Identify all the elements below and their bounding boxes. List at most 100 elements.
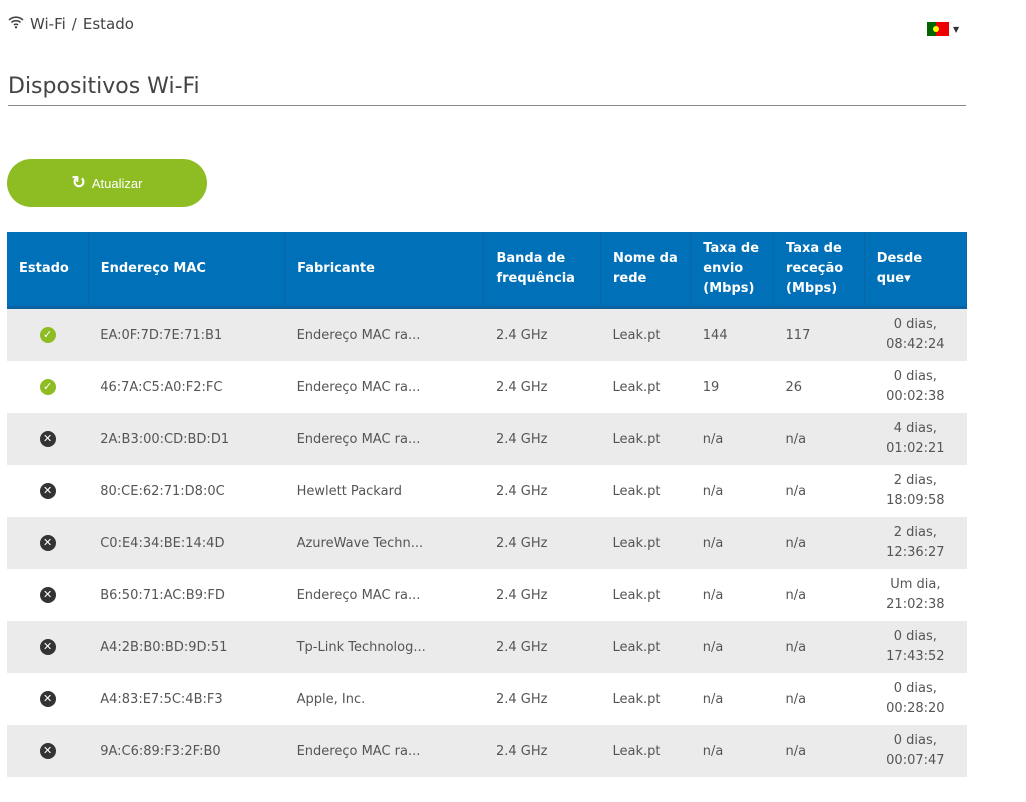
mac-cell: 80:CE:62:71:D8:0C (100, 483, 225, 499)
language-selector[interactable]: ▼ (927, 22, 959, 36)
since-days: 0 dias, (893, 629, 937, 644)
x-circle-icon: ✕ (39, 691, 56, 707)
check-circle-icon: ✓ (39, 327, 56, 343)
since-days: 4 dias, (893, 421, 937, 436)
table-row: ✕ 2A:B3:00:CD:BD:D1 Endereço MAC ra... 2.4 … (7, 413, 967, 465)
since-cell: 0 dias, 17:43:52 (864, 621, 967, 673)
refresh-button[interactable]: ↻ Atualizar (7, 159, 207, 207)
network-cell: Leak.pt (600, 413, 691, 465)
vendor-cell: Apple, Inc. (296, 691, 366, 707)
vendor-cell: Endereço MAC ra... (284, 725, 484, 777)
tx-cell: 144 (690, 307, 774, 361)
since-days: 2 dias, (893, 525, 937, 540)
vendor-cell: Tp-Link Technolog... (284, 621, 484, 673)
column-header[interactable]: Taxa de envio (Mbps) (690, 232, 775, 309)
mac-cell: A4:2B:B0:BD:9D:51 (88, 621, 285, 673)
tx-cell: n/a (690, 413, 774, 465)
x-circle-icon: ✕ (39, 535, 56, 551)
since-days: 0 dias, (893, 681, 937, 696)
mac-cell: 46:7A:C5:A0:F2:FC (100, 379, 223, 395)
band-cell: 2.4 GHz (495, 379, 548, 395)
table-row: ✕ 80:CE:62:71:D8:0C Hewlett Packard 2.4 GHz… (7, 465, 967, 517)
since-time: 17:43:52 (886, 649, 945, 664)
rx-cell: 117 (773, 307, 865, 361)
column-header-label: Estado (19, 261, 69, 276)
column-header[interactable]: Taxa de receção (Mbps) (773, 232, 865, 309)
mac-cell: 9A:C6:89:F3:2F:B0 (88, 725, 285, 777)
rx-cell: n/a (773, 517, 865, 569)
since-days: 0 dias, (893, 733, 937, 748)
refresh-icon: ↻ (71, 173, 86, 192)
column-header[interactable]: Endereço MAC (88, 232, 286, 309)
column-header-label: Banda de frequência (496, 251, 575, 286)
caret-down-icon: ▼ (953, 24, 960, 34)
status-cell: ✕ (7, 725, 89, 777)
breadcrumb-section[interactable]: Wi-Fi (30, 15, 66, 33)
rx-cell: n/a (785, 587, 807, 603)
since-cell: 4 dias, 01:02:21 (864, 413, 967, 465)
network-cell: Leak.pt (600, 725, 691, 777)
column-header[interactable]: Desde que▾ (864, 232, 968, 309)
column-header[interactable]: Nome da rede (600, 232, 692, 309)
status-cell: ✕ (7, 673, 88, 725)
network-cell: Leak.pt (612, 587, 661, 603)
network-cell: Leak.pt (600, 307, 691, 361)
column-header-label: Endereço MAC (100, 261, 206, 276)
mac-cell: C0:E4:34:BE:14:4D (88, 517, 285, 569)
breadcrumb-page: Estado (82, 15, 134, 33)
status-cell: ✓ (7, 307, 89, 361)
column-header-label: Taxa de envio (Mbps) (703, 241, 760, 296)
table-row: ✓ EA:0F:7D:7E:71:B1 Endereço MAC ra... 2.4 … (7, 307, 967, 361)
table-row: ✕ A4:83:E7:5C:4B:F3 Apple, Inc. 2.4 GHz Leak… (7, 673, 967, 725)
table-row: ✕ C0:E4:34:BE:14:4D AzureWave Techn... 2.4 … (7, 517, 967, 569)
tx-cell: n/a (702, 587, 724, 603)
column-header-label: Nome da rede (612, 251, 678, 286)
page-title: Dispositivos Wi-Fi (8, 74, 966, 106)
column-header[interactable]: Estado (7, 232, 89, 309)
since-cell: Um dia, 21:02:38 (864, 569, 966, 621)
rx-cell: n/a (785, 691, 807, 707)
rx-cell: n/a (773, 725, 865, 777)
table-row: ✓ 46:7A:C5:A0:F2:FC Endereço MAC ra... 2.4 … (7, 361, 967, 413)
band-cell: 2.4 GHz (483, 725, 601, 777)
status-cell: ✓ (7, 361, 88, 413)
since-cell: 0 dias, 08:42:24 (864, 307, 967, 361)
band-cell: 2.4 GHz (483, 307, 601, 361)
since-days: 0 dias, (893, 369, 937, 384)
mac-cell: A4:83:E7:5C:4B:F3 (100, 691, 223, 707)
since-cell: 0 dias, 00:07:47 (864, 725, 967, 777)
status-cell: ✕ (7, 517, 89, 569)
since-cell: 0 dias, 00:02:38 (864, 361, 966, 413)
since-cell: 2 dias, 12:36:27 (864, 517, 967, 569)
since-days: 0 dias, (893, 317, 937, 332)
band-cell: 2.4 GHz (495, 691, 548, 707)
vendor-cell: AzureWave Techn... (284, 517, 484, 569)
mac-cell: EA:0F:7D:7E:71:B1 (88, 307, 285, 361)
rx-cell: 26 (785, 379, 803, 395)
vendor-cell: Endereço MAC ra... (284, 307, 484, 361)
rx-cell: n/a (773, 413, 865, 465)
column-header-label: Desde que (876, 251, 923, 286)
since-days: Um dia, (890, 577, 941, 592)
table-row: ✕ A4:2B:B0:BD:9D:51 Tp-Link Technolog... 2.… (7, 621, 967, 673)
mac-cell: B6:50:71:AC:B9:FD (100, 587, 225, 603)
since-time: 00:02:38 (886, 389, 945, 404)
since-cell: 2 dias, 18:09:58 (864, 465, 966, 517)
network-cell: Leak.pt (612, 379, 661, 395)
mac-cell: 2A:B3:00:CD:BD:D1 (88, 413, 285, 465)
status-cell: ✕ (7, 569, 88, 621)
refresh-label: Atualizar (91, 175, 143, 191)
column-header[interactable]: Banda de frequência (483, 232, 601, 309)
breadcrumb: Wi-Fi / Estado (8, 15, 134, 33)
x-circle-icon: ✕ (39, 483, 56, 499)
since-time: 21:02:38 (886, 597, 945, 612)
table-row: ✕ B6:50:71:AC:B9:FD Endereço MAC ra... 2.4 … (7, 569, 967, 621)
status-cell: ✕ (7, 621, 89, 673)
devices-table: Estado Endereço MAC Fabricante Banda de fre… (7, 232, 968, 777)
column-header[interactable]: Fabricante (284, 232, 485, 309)
portugal-flag-icon (927, 22, 949, 36)
column-header-label: Fabricante (297, 261, 375, 276)
sort-caret-icon[interactable]: ▾ (904, 271, 911, 286)
check-circle-icon: ✓ (39, 379, 56, 395)
since-time: 00:07:47 (886, 753, 945, 768)
